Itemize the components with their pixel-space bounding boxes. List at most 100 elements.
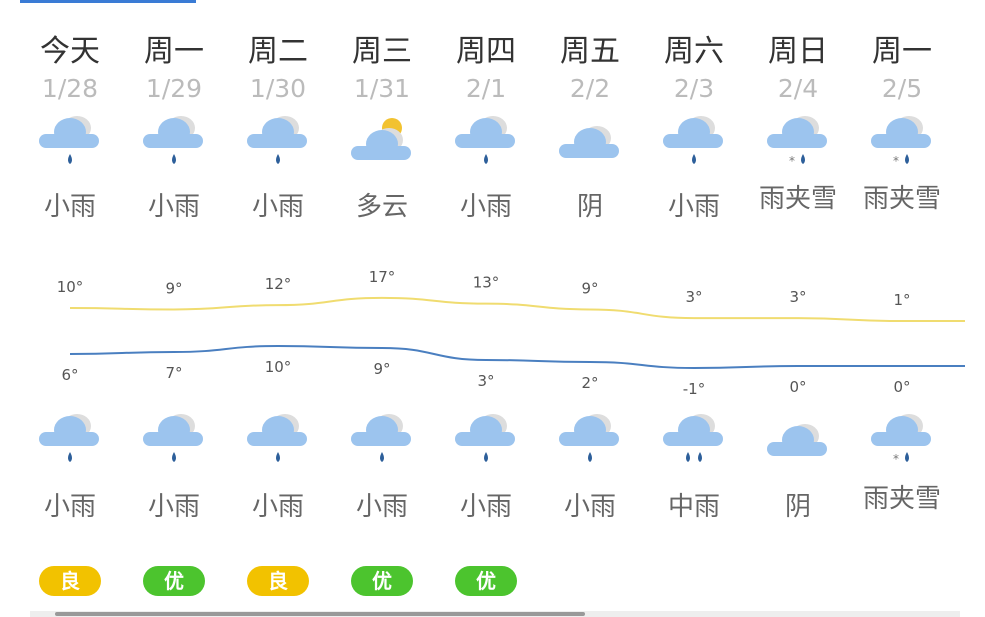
aqi-cell <box>746 566 850 596</box>
low-temp-label: -1° <box>683 380 705 398</box>
aqi-badge: 优 <box>455 566 517 596</box>
night-weather-desc: 小雨 <box>147 492 200 522</box>
date-label: 1/30 <box>249 74 307 103</box>
night-weather-desc: 小雨 <box>43 492 96 522</box>
night-weather-icons: * <box>18 410 954 474</box>
weekday-label: 周三 <box>352 34 412 69</box>
aqi-row: 良优良优优 <box>18 566 954 596</box>
high-temp-label: 13° <box>473 274 500 292</box>
high-temp-label: 1° <box>893 291 910 309</box>
weekday-label: 周六 <box>664 34 724 69</box>
low-temp-label: 2° <box>581 374 598 392</box>
weekday-label: 今天 <box>40 34 100 69</box>
date-label: 1/29 <box>145 74 203 103</box>
light-rain-icon <box>434 112 538 176</box>
high-temp-label: 3° <box>789 288 806 306</box>
day-weather-desc: 小雨 <box>459 192 512 222</box>
weekday-row: 今天 周一 周二 周三 周四 周五 周六 周日 周一 <box>18 26 954 70</box>
date-label: 1/28 <box>41 74 99 103</box>
low-temp-line <box>69 344 965 370</box>
light-rain-icon <box>642 112 746 176</box>
light-rain-icon <box>226 112 330 176</box>
overcast-icon <box>746 410 850 474</box>
aqi-badge: 良 <box>39 566 101 596</box>
light-rain-icon <box>226 410 330 474</box>
light-rain-icon <box>18 112 122 176</box>
date-label: 2/2 <box>569 74 611 103</box>
night-weather-desc: 阴 <box>784 492 811 522</box>
low-temp-label: 0° <box>893 378 910 396</box>
weekday-label: 周日 <box>768 34 828 69</box>
light-rain-icon <box>122 112 226 176</box>
scrollbar-thumb[interactable] <box>55 612 585 616</box>
aqi-badge: 优 <box>351 566 413 596</box>
aqi-cell: 优 <box>434 566 538 596</box>
high-temp-label: 9° <box>581 279 598 297</box>
low-temp-label: 7° <box>165 364 182 382</box>
weekday-label: 周五 <box>560 34 620 69</box>
aqi-cell: 良 <box>18 566 122 596</box>
aqi-cell: 优 <box>122 566 226 596</box>
high-temp-line <box>69 296 965 323</box>
sleet-icon: * <box>850 112 954 176</box>
partly-cloudy-icon <box>330 112 434 176</box>
date-label: 2/4 <box>777 74 819 103</box>
day-weather-icons: * * <box>18 112 954 176</box>
day-weather-desc: 雨夹雪 <box>758 184 837 214</box>
aqi-badge: 优 <box>143 566 205 596</box>
date-row: 1/28 1/29 1/30 1/31 2/1 2/2 2/3 2/4 2/5 <box>18 74 954 103</box>
day-weather-desc: 多云 <box>355 192 408 222</box>
svg-text:*: * <box>893 452 899 466</box>
night-weather-desc: 小雨 <box>355 492 408 522</box>
night-weather-desc-row: 小雨 小雨 小雨 小雨 小雨 小雨 中雨 阴 雨夹雪 <box>18 484 954 524</box>
high-temp-label: 9° <box>165 279 182 297</box>
weekday-label: 周一 <box>872 34 932 69</box>
date-label: 2/3 <box>673 74 715 103</box>
weekday-label: 周一 <box>144 34 204 69</box>
day-weather-desc: 小雨 <box>251 192 304 222</box>
light-rain-icon <box>18 410 122 474</box>
moderate-rain-icon <box>642 410 746 474</box>
night-weather-desc: 小雨 <box>459 492 512 522</box>
high-temp-label: 10° <box>57 278 84 296</box>
date-label: 1/31 <box>353 74 411 103</box>
day-weather-desc: 小雨 <box>147 192 200 222</box>
high-temp-label: 12° <box>265 275 292 293</box>
aqi-cell <box>642 566 746 596</box>
sleet-icon: * <box>746 112 850 176</box>
low-temp-label: 6° <box>61 366 78 384</box>
high-temp-label: 3° <box>685 288 702 306</box>
low-temp-label: 10° <box>265 358 292 376</box>
svg-text:*: * <box>893 154 899 168</box>
low-temp-label: 3° <box>477 372 494 390</box>
day-weather-desc: 小雨 <box>43 192 96 222</box>
active-tab-indicator <box>20 0 196 3</box>
day-weather-desc: 小雨 <box>667 192 720 222</box>
day-weather-desc-row: 小雨 小雨 小雨 多云 小雨 阴 小雨 雨夹雪 雨夹雪 <box>18 184 954 224</box>
temperature-chart: 10° 6° 9° 7° 12° 10° 17° 9° 13° 3° 9° 2° 3° -1° 3° 0° 1°… <box>57 268 965 398</box>
night-weather-desc: 雨夹雪 <box>862 484 941 514</box>
svg-text:*: * <box>789 154 795 168</box>
aqi-badge: 良 <box>247 566 309 596</box>
day-weather-desc: 雨夹雪 <box>862 184 941 214</box>
light-rain-icon <box>330 410 434 474</box>
weekday-label: 周二 <box>248 34 308 69</box>
day-weather-desc: 阴 <box>576 192 603 222</box>
aqi-cell: 良 <box>226 566 330 596</box>
aqi-cell: 优 <box>330 566 434 596</box>
night-weather-desc: 小雨 <box>251 492 304 522</box>
night-weather-desc: 中雨 <box>667 492 720 522</box>
low-temp-label: 0° <box>789 378 806 396</box>
light-rain-icon <box>122 410 226 474</box>
night-weather-desc: 小雨 <box>563 492 616 522</box>
aqi-cell <box>850 566 954 596</box>
low-temp-label: 9° <box>373 360 390 378</box>
date-label: 2/1 <box>465 74 507 103</box>
light-rain-icon <box>434 410 538 474</box>
horizontal-scrollbar[interactable] <box>30 611 960 617</box>
overcast-icon <box>538 112 642 176</box>
date-label: 2/5 <box>881 74 923 103</box>
high-temp-label: 17° <box>369 268 396 286</box>
aqi-cell <box>538 566 642 596</box>
light-rain-icon <box>538 410 642 474</box>
